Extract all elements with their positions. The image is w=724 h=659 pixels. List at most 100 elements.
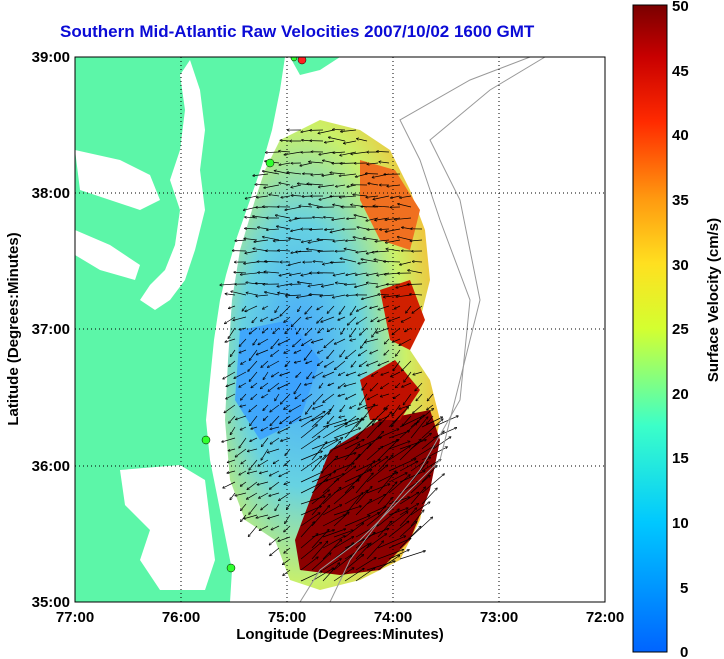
- velocity-arrow: [271, 349, 280, 356]
- velocity-arrow: [287, 172, 302, 175]
- velocity-arrow: [277, 226, 291, 230]
- velocity-arrow: [421, 419, 443, 439]
- colorbar-tick: 35: [672, 192, 689, 209]
- lat-tick-labels: 39:00 38:00 37:00 36:00 35:00: [32, 49, 70, 611]
- velocity-arrow: [340, 258, 357, 263]
- velocity-arrow: [377, 550, 403, 560]
- velocity-arrow: [228, 327, 236, 338]
- velocity-arrow: [239, 338, 247, 346]
- velocity-arrow: [278, 250, 291, 251]
- velocity-arrow: [322, 559, 341, 571]
- velocity-arrow: [322, 536, 345, 549]
- velocity-arrow: [410, 502, 430, 516]
- velocity-arrow: [268, 448, 280, 453]
- colorbar-tick: 45: [672, 63, 689, 80]
- velocity-arrow: [324, 217, 335, 218]
- velocity-arrow: [241, 459, 247, 464]
- velocity-arrow: [256, 295, 269, 296]
- velocity-arrow: [322, 283, 335, 286]
- velocity-arrow: [427, 404, 434, 410]
- velocity-arrow: [399, 423, 417, 439]
- velocity-arrow: [300, 506, 321, 516]
- velocity-arrow: [371, 316, 379, 322]
- velocity-arrow: [338, 316, 346, 320]
- velocity-arrow: [284, 547, 291, 553]
- velocity-arrow: [333, 543, 354, 560]
- velocity-arrow: [322, 540, 341, 560]
- velocity-arrow: [385, 217, 401, 220]
- velocity-arrow: [363, 238, 379, 241]
- velocity-arrow: [279, 272, 291, 276]
- velocity-arrow: [377, 455, 393, 472]
- velocity-arrow: [377, 272, 390, 275]
- velocity-arrow: [284, 151, 302, 155]
- velocity-arrow: [290, 415, 302, 423]
- velocity-arrow: [279, 470, 291, 476]
- velocity-arrow: [311, 494, 330, 516]
- velocity-arrow: [333, 239, 346, 241]
- velocity-arrow: [394, 393, 401, 398]
- velocity-arrow: [256, 514, 269, 518]
- velocity-arrow: [410, 487, 425, 505]
- velocity-arrow: [313, 261, 324, 262]
- velocity-arrow: [395, 305, 401, 309]
- velocity-arrow: [357, 139, 368, 142]
- velocity-arrow: [359, 349, 368, 356]
- grid-lines: [75, 57, 605, 602]
- velocity-arrow: [392, 327, 401, 334]
- velocity-arrow: [244, 261, 258, 264]
- velocity-arrow: [388, 538, 411, 549]
- velocity-arrow: [285, 448, 291, 455]
- velocity-arrow: [241, 481, 247, 486]
- velocity-arrow: [410, 457, 430, 472]
- velocity-arrow: [278, 382, 291, 389]
- velocity-arrow: [271, 525, 280, 530]
- velocity-arrow: [235, 240, 247, 241]
- velocity-arrow: [408, 270, 423, 274]
- velocity-arrow: [295, 360, 302, 363]
- velocity-arrow: [360, 327, 368, 335]
- velocity-arrow: [338, 382, 346, 388]
- velocity-arrow: [241, 393, 247, 400]
- velocity-arrow: [261, 437, 269, 446]
- velocity-arrow: [271, 316, 280, 320]
- velocity-arrow: [311, 541, 328, 560]
- velocity-arrow: [385, 338, 390, 344]
- velocity-arrow: [372, 327, 379, 337]
- velocity-arrow: [402, 227, 412, 230]
- lon-tick: 73:00: [480, 609, 518, 626]
- velocity-arrow: [327, 305, 335, 313]
- velocity-arrow: [253, 173, 269, 176]
- velocity-arrow: [261, 382, 269, 389]
- velocity-arrow: [264, 184, 280, 188]
- velocity-arrow: [311, 426, 328, 439]
- velocity-arrow: [305, 327, 313, 335]
- velocity-arrow: [410, 476, 430, 494]
- velocity-arrow: [378, 316, 390, 321]
- velocity-arrow: [269, 195, 280, 197]
- velocity-arrow: [327, 349, 335, 358]
- velocity-arrow: [300, 522, 314, 538]
- velocity-arrow: [245, 305, 258, 311]
- velocity-arrow: [291, 316, 302, 326]
- lat-tick: 37:00: [32, 321, 70, 338]
- velocity-arrow: [254, 239, 269, 242]
- velocity-arrow: [322, 423, 347, 439]
- velocity-arrow: [344, 569, 364, 582]
- velocity-arrow: [293, 338, 302, 347]
- velocity-arrow: [312, 338, 324, 343]
- velocity-arrow: [241, 426, 247, 430]
- velocity-arrow: [279, 183, 291, 186]
- velocity-arrow: [398, 204, 412, 208]
- velocity-arrow: [249, 349, 258, 360]
- velocity-arrow: [413, 404, 423, 413]
- velocity-arrow: [351, 360, 357, 367]
- velocity-arrow: [269, 536, 280, 545]
- velocity-arrow: [251, 382, 258, 388]
- colorbar-tick: 0: [680, 644, 688, 659]
- velocity-arrow: [306, 404, 313, 414]
- velocity-arrow: [399, 551, 425, 560]
- velocity-arrow: [432, 416, 458, 428]
- velocity-arrow: [249, 371, 258, 381]
- velocity-arrow: [346, 295, 357, 296]
